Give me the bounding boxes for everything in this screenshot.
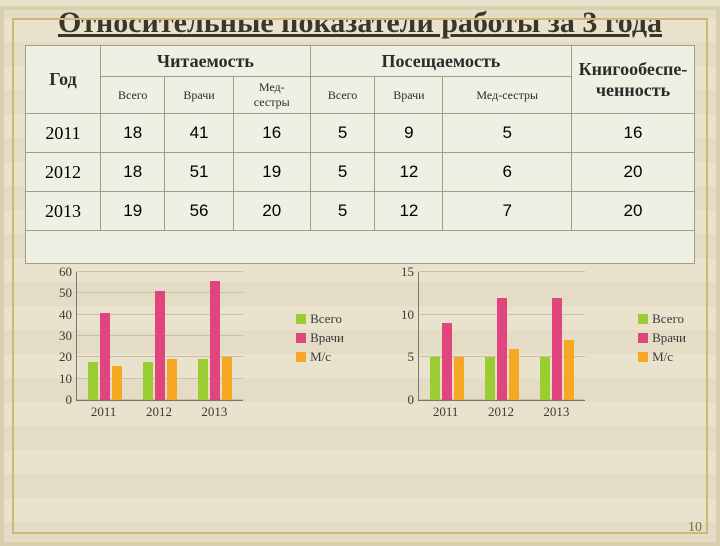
bar	[552, 298, 562, 400]
bar	[509, 349, 519, 400]
bar	[222, 357, 232, 400]
page-number: 10	[688, 520, 702, 536]
bar	[540, 357, 550, 400]
legend-item: Всего	[296, 311, 344, 327]
legend-item: Врачи	[296, 330, 344, 346]
chart-plot	[76, 272, 243, 401]
bar	[155, 291, 165, 400]
legend-item: Врачи	[638, 330, 686, 346]
bar	[485, 357, 495, 400]
bar	[167, 359, 177, 400]
bar	[210, 281, 220, 400]
legend-item: Всего	[638, 311, 686, 327]
slide: Относительные показатели работы за 3 год…	[0, 6, 720, 546]
legend-item: М/с	[638, 349, 686, 365]
chart-readability: ВсегоВрачиМ/с 0102030405060201120122013	[34, 268, 344, 433]
bar	[454, 357, 464, 400]
bar	[497, 298, 507, 400]
bar	[88, 362, 98, 400]
bar	[442, 323, 452, 400]
chart-attendance: ВсегоВрачиМ/с 051015201120122013	[376, 268, 686, 433]
bar	[430, 357, 440, 400]
bar	[112, 366, 122, 400]
bar	[564, 340, 574, 400]
bar	[143, 362, 153, 400]
bar	[198, 359, 208, 400]
legend-item: М/с	[296, 349, 344, 365]
chart-plot	[418, 272, 585, 401]
bar	[100, 313, 110, 400]
chart-legend: Всего Врачи М/с	[296, 308, 344, 368]
chart-legend: Всего Врачи М/с	[638, 308, 686, 368]
